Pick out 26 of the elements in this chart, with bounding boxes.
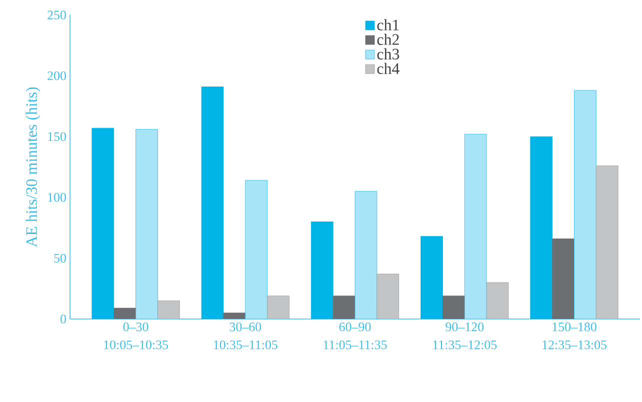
bar <box>157 300 180 319</box>
bar <box>354 191 378 319</box>
y-axis-title: AE hits/30 minutes (hits) <box>26 87 40 248</box>
bar <box>574 90 596 319</box>
bar <box>486 282 509 319</box>
legend-label: ch1 <box>377 19 399 30</box>
bar <box>376 274 400 319</box>
y-tick-label: 150 <box>48 132 66 141</box>
x-tick-label: 90–120 11:35–12:05 <box>433 322 497 350</box>
bar <box>245 180 268 319</box>
bar <box>136 129 158 319</box>
x-tick-label: 0–30 10:05–10:35 <box>104 322 168 350</box>
legend-label: ch2 <box>377 34 399 45</box>
x-tick-label: 30–60 10:35–11:05 <box>214 322 278 350</box>
legend-label: ch3 <box>377 48 400 60</box>
y-tick-label: 250 <box>48 10 66 20</box>
legend-label: ch4 <box>377 62 400 74</box>
bar <box>464 134 487 319</box>
x-tick-label: 150–180 12:35–13:05 <box>542 322 606 350</box>
x-tick-label: 60–90 11:05–11:35 <box>324 322 387 350</box>
y-tick-label: 200 <box>48 71 66 80</box>
bar <box>596 166 618 319</box>
y-tick-label: 0 <box>60 314 66 324</box>
bar <box>267 296 290 319</box>
y-tick-label: 50 <box>54 254 66 263</box>
y-tick-label: 100 <box>48 193 66 202</box>
